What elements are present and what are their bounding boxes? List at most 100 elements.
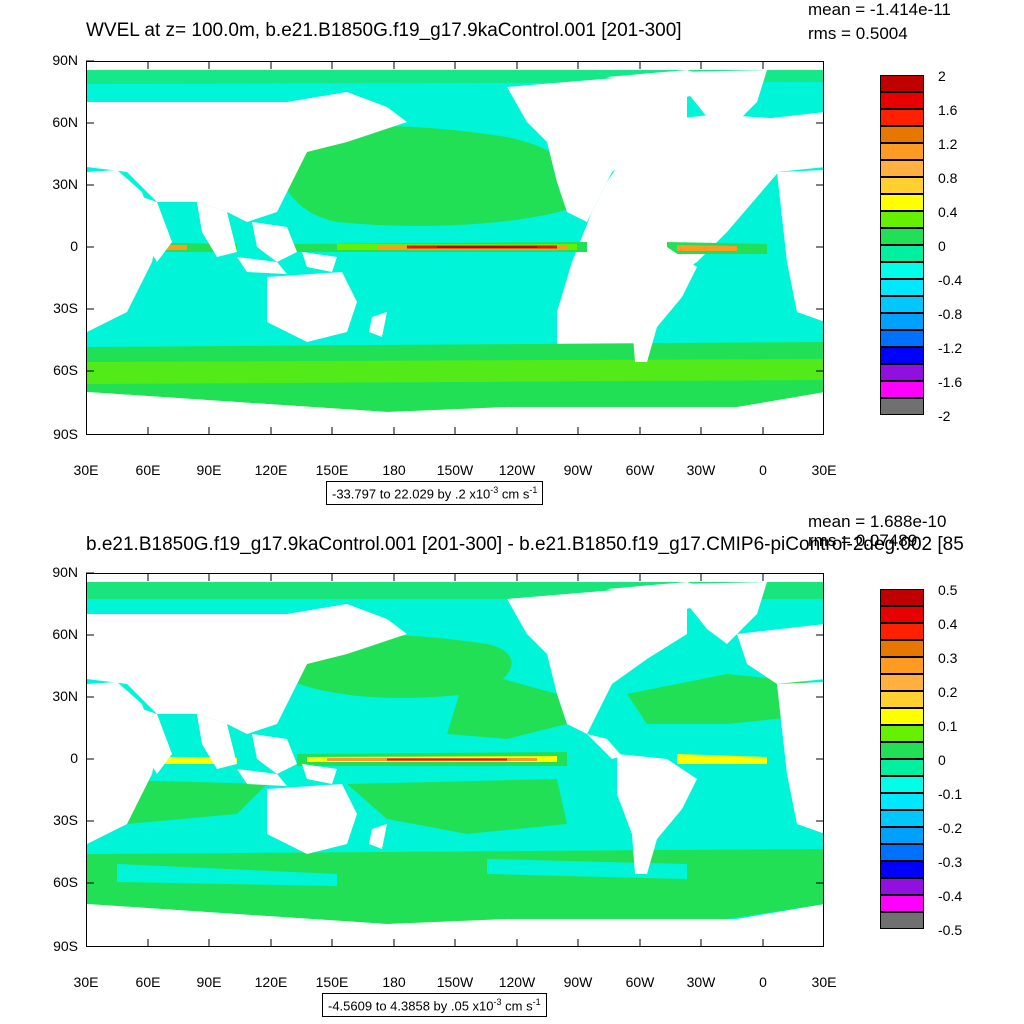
- colorbar-box: [880, 245, 924, 262]
- colorbar-box: [880, 262, 924, 279]
- contour-info-box: -33.797 to 22.029 by .2 x10-3 cm s-1: [326, 481, 544, 506]
- colorbar-box: [880, 381, 924, 398]
- colorbar-label: 2: [938, 68, 946, 84]
- colorbar-label: 0.1: [938, 718, 958, 734]
- colorbar-box: [880, 810, 924, 827]
- lat-label: 30S: [53, 300, 78, 316]
- lon-label: 120E: [254, 974, 288, 990]
- colorbar-label: 0: [938, 752, 946, 768]
- colorbar-box: [880, 126, 924, 143]
- colorbar-label: -0.2: [938, 820, 963, 836]
- colorbar-label: -0.8: [938, 306, 963, 322]
- lon-label: 150E: [315, 974, 349, 990]
- colorbar-label: -0.4: [938, 272, 963, 288]
- lat-label: 30S: [53, 812, 78, 828]
- colorbar-label: 1.2: [938, 136, 958, 152]
- lat-label: 60S: [53, 362, 78, 378]
- lon-label: 150E: [315, 462, 349, 478]
- contour-info-box: -4.5609 to 4.3858 by .05 x10-3 cm s-1: [322, 993, 547, 1018]
- lon-label: 30E: [73, 974, 99, 990]
- lon-label: 0: [759, 974, 767, 990]
- colorbar-box: [880, 92, 924, 109]
- colorbar-box: [880, 623, 924, 640]
- land-eurasia: [87, 604, 407, 734]
- colorbar-box: [880, 160, 924, 177]
- colorbar-box: [880, 691, 924, 708]
- plot-title: b.e21.B1850G.f19_g17.9kaControl.001 [201…: [86, 534, 964, 555]
- colorbar-label: 0: [938, 238, 946, 254]
- land-australia: [267, 784, 357, 854]
- colorbar-label: 0.3: [938, 650, 958, 666]
- land-greenland: [677, 70, 767, 132]
- colorbar-label: 1.6: [938, 102, 958, 118]
- lon-label: 60W: [625, 462, 655, 478]
- colorbar-box: [880, 398, 924, 415]
- colorbar-box: [880, 228, 924, 245]
- lon-label: 30W: [686, 974, 716, 990]
- colorbar-box: [880, 330, 924, 347]
- colorbar-box: [880, 844, 924, 861]
- colorbar-label: 0.4: [938, 204, 958, 220]
- land-south-america: [617, 242, 697, 362]
- land-south-america: [617, 754, 697, 874]
- colorbar-box: [880, 143, 924, 160]
- colorbar-label: 0.8: [938, 170, 958, 186]
- lon-label: 180: [382, 974, 406, 990]
- lat-label: 30N: [52, 176, 78, 192]
- lat-label: 60S: [53, 874, 78, 890]
- colorbar-label: 0.2: [938, 684, 958, 700]
- lon-label: 60E: [135, 974, 161, 990]
- colorbar-box: [880, 725, 924, 742]
- land-north-america: [507, 77, 687, 222]
- lat-label: 0: [70, 750, 78, 766]
- lon-label: 0: [759, 462, 767, 478]
- rms-stat: rms = 0.07489: [808, 531, 918, 550]
- mean-stat: mean = -1.414e-11: [808, 0, 951, 19]
- axis-ticks: [86, 60, 824, 435]
- lat-label: 90S: [53, 938, 78, 954]
- north-pacific-gyre: [279, 126, 587, 226]
- colorbar-box: [880, 708, 924, 725]
- lat-label: 90S: [53, 426, 78, 442]
- lon-label: 30E: [811, 974, 837, 990]
- colorbar-label: -0.3: [938, 854, 963, 870]
- colorbar-box: [880, 674, 924, 691]
- colorbar-box: [880, 589, 924, 606]
- colorbar-box: [880, 861, 924, 878]
- map-field: [87, 62, 823, 434]
- colorbar-box: [880, 347, 924, 364]
- lat-label: 90N: [52, 52, 78, 68]
- lon-label: 90W: [563, 974, 593, 990]
- colorbar-box: [880, 194, 924, 211]
- colorbar-box: [880, 742, 924, 759]
- lat-label: 0: [70, 238, 78, 254]
- land-antarctica: [87, 904, 823, 946]
- colorbar-box: [880, 793, 924, 810]
- colorbar-box: [880, 878, 924, 895]
- lon-label: 30E: [73, 462, 99, 478]
- axis-ticks: [86, 572, 824, 947]
- lon-label: 120W: [498, 462, 536, 478]
- land-australia: [267, 272, 357, 342]
- land-greenland: [677, 582, 767, 644]
- colorbar-box: [880, 606, 924, 623]
- rms-stat: rms = 0.5004: [808, 24, 908, 43]
- colorbar-box: [880, 895, 924, 912]
- lon-label: 30E: [811, 462, 837, 478]
- colorbar-label: 0.5: [938, 582, 958, 598]
- colorbar-label: -1.6: [938, 374, 963, 390]
- colorbar-box: [880, 364, 924, 381]
- colorbar-label: -0.5: [938, 922, 963, 938]
- lon-label: 120W: [498, 974, 536, 990]
- lat-label: 30N: [52, 688, 78, 704]
- colorbar-box: [880, 279, 924, 296]
- colorbar-box: [880, 313, 924, 330]
- map-plot: [86, 61, 824, 435]
- map-field: [87, 574, 823, 946]
- lon-label: 150W: [436, 462, 474, 478]
- colorbar-box: [880, 657, 924, 674]
- colorbar-box: [880, 177, 924, 194]
- lon-label: 90E: [196, 462, 222, 478]
- colorbar-box: [880, 912, 924, 929]
- colorbar-box: [880, 640, 924, 657]
